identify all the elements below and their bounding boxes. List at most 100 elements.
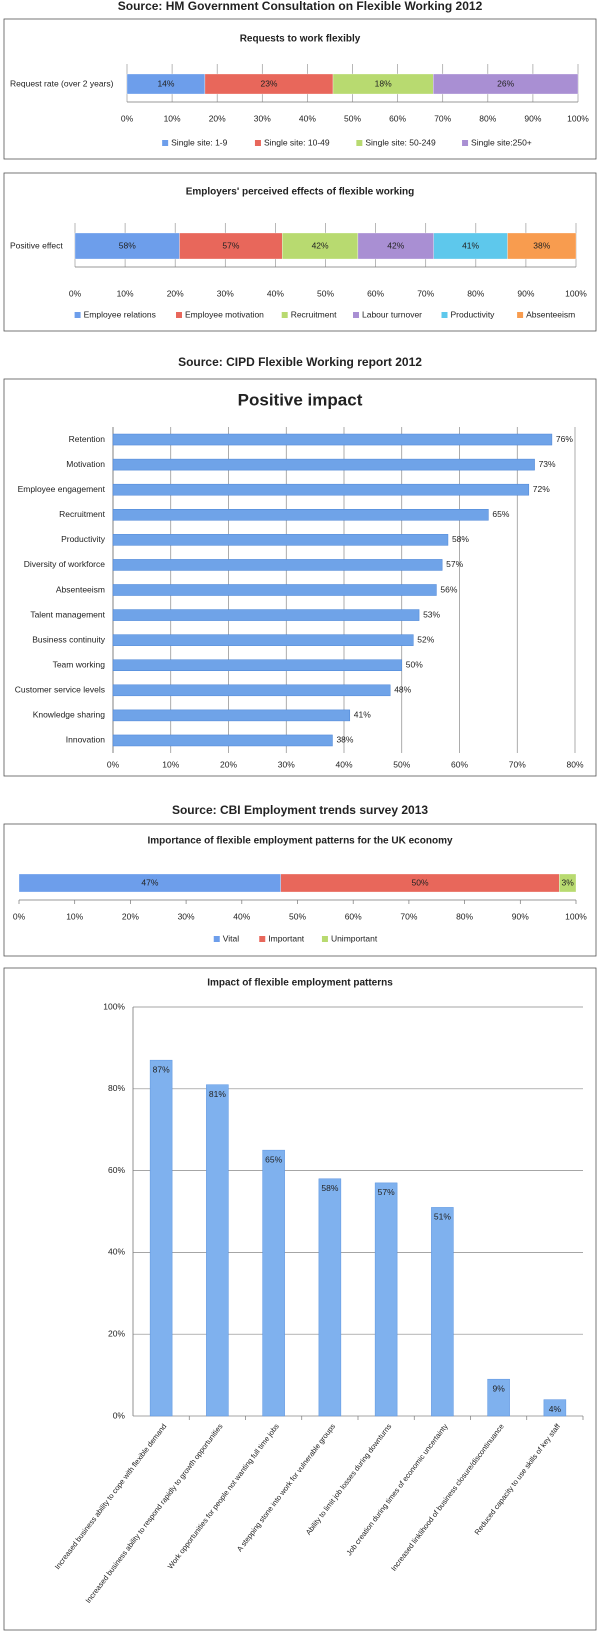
bar-segment bbox=[507, 232, 577, 260]
legend-label: Single site:250+ bbox=[471, 137, 532, 147]
category-label: Productivity bbox=[61, 534, 106, 544]
x-tick-label: 40% bbox=[233, 911, 250, 921]
x-tick-label: 80% bbox=[566, 759, 583, 769]
legend-label: Productivity bbox=[451, 309, 496, 319]
bar bbox=[112, 709, 351, 722]
category-label: Business continuity bbox=[32, 634, 106, 644]
bar bbox=[431, 1207, 454, 1417]
y-tick-label: 20% bbox=[108, 1328, 125, 1338]
legend-swatch bbox=[74, 312, 81, 318]
value-label: 58% bbox=[321, 1183, 338, 1193]
x-tick-label: 10% bbox=[164, 113, 181, 123]
x-tick-label: 30% bbox=[178, 911, 195, 921]
legend-label: Absenteeism bbox=[526, 309, 575, 319]
bar bbox=[112, 509, 489, 521]
section-heading: Source: HM Government Consultation on Fl… bbox=[118, 0, 483, 13]
bar bbox=[318, 1178, 342, 1417]
legend-swatch bbox=[356, 140, 363, 146]
x-tick-label: 30% bbox=[254, 113, 271, 123]
x-tick-label: 70% bbox=[434, 113, 451, 123]
value-label: 23% bbox=[260, 78, 277, 88]
x-tick-label: 50% bbox=[393, 759, 410, 769]
legend-label: Employee relations bbox=[84, 309, 156, 319]
chart-title: Importance of flexible employment patter… bbox=[147, 836, 452, 847]
y-tick-label: 100% bbox=[103, 1001, 125, 1011]
x-tick-label: 30% bbox=[217, 288, 234, 298]
value-label: 57% bbox=[378, 1187, 395, 1197]
legend-swatch bbox=[353, 312, 359, 318]
chart-frame bbox=[3, 823, 597, 957]
legend-swatch bbox=[162, 140, 169, 146]
legend-swatch bbox=[213, 936, 220, 942]
legend-label: Employee motivation bbox=[185, 309, 264, 319]
value-label: 4% bbox=[549, 1404, 562, 1414]
value-label: 3% bbox=[561, 877, 574, 887]
bar-segment bbox=[357, 232, 434, 260]
x-tick-label: Work opportunities for people not wantin… bbox=[166, 1422, 281, 1571]
bar bbox=[543, 1399, 567, 1417]
legend-swatch bbox=[281, 312, 288, 318]
y-tick-label: 60% bbox=[108, 1165, 125, 1175]
value-label: 53% bbox=[423, 609, 440, 619]
chart-frame bbox=[3, 18, 597, 160]
bar-segment bbox=[282, 232, 359, 260]
x-tick-label: 0% bbox=[69, 288, 82, 298]
x-tick-label: 80% bbox=[467, 288, 484, 298]
legend-swatch bbox=[254, 140, 261, 146]
x-tick-label: 100% bbox=[567, 113, 589, 123]
chart-frame bbox=[3, 378, 597, 777]
bar bbox=[112, 684, 391, 697]
legend-label: Single site: 10-49 bbox=[264, 137, 330, 147]
legend-label: Important bbox=[268, 933, 305, 943]
x-tick-label: A stepping stone into work for vulnerabl… bbox=[235, 1422, 337, 1554]
x-tick-label: 20% bbox=[220, 759, 237, 769]
x-tick-label: 10% bbox=[162, 759, 179, 769]
legend-label: Recruitment bbox=[291, 309, 337, 319]
x-tick-label: 70% bbox=[509, 759, 526, 769]
bar bbox=[112, 659, 402, 671]
category-label: Retention bbox=[69, 434, 106, 444]
chart-frame bbox=[3, 967, 597, 1631]
legend-swatch bbox=[462, 140, 469, 146]
x-tick-label: 80% bbox=[479, 113, 496, 123]
bar bbox=[487, 1378, 510, 1417]
bar bbox=[112, 559, 443, 571]
value-label: 52% bbox=[417, 634, 434, 644]
x-tick-label: 40% bbox=[335, 759, 352, 769]
category-label: Team working bbox=[53, 659, 106, 669]
x-tick-label: Increased linklihood of business closure… bbox=[389, 1422, 506, 1573]
x-tick-label: 70% bbox=[400, 911, 417, 921]
value-label: 42% bbox=[387, 240, 404, 250]
section-heading: Source: CIPD Flexible Working report 201… bbox=[178, 355, 422, 369]
value-label: 65% bbox=[492, 509, 509, 519]
legend-label: Vital bbox=[223, 933, 239, 943]
value-label: 38% bbox=[533, 240, 550, 250]
value-label: 58% bbox=[452, 534, 469, 544]
category-label: Absenteeism bbox=[56, 584, 105, 594]
bar bbox=[112, 458, 535, 471]
value-label: 9% bbox=[492, 1383, 505, 1393]
legend-swatch bbox=[321, 936, 328, 942]
category-label: Knowledge sharing bbox=[33, 710, 106, 720]
bar-segment bbox=[179, 232, 283, 260]
category-label: Motivation bbox=[66, 459, 105, 469]
x-tick-label: 0% bbox=[107, 759, 120, 769]
x-tick-label: 40% bbox=[267, 288, 284, 298]
value-label: 50% bbox=[412, 877, 429, 887]
value-label: 50% bbox=[406, 659, 423, 669]
x-tick-label: 30% bbox=[278, 759, 295, 769]
value-label: 57% bbox=[222, 240, 239, 250]
x-tick-label: 50% bbox=[344, 113, 361, 123]
bar bbox=[112, 433, 553, 446]
x-tick-label: 0% bbox=[121, 113, 134, 123]
value-label: 73% bbox=[539, 459, 556, 469]
x-tick-label: 90% bbox=[517, 288, 534, 298]
value-label: 56% bbox=[440, 584, 457, 594]
bar bbox=[112, 534, 449, 546]
bar-segment bbox=[433, 73, 579, 95]
bar-segment bbox=[559, 873, 577, 893]
value-label: 72% bbox=[533, 484, 550, 494]
y-tick-label: 0% bbox=[113, 1410, 126, 1420]
